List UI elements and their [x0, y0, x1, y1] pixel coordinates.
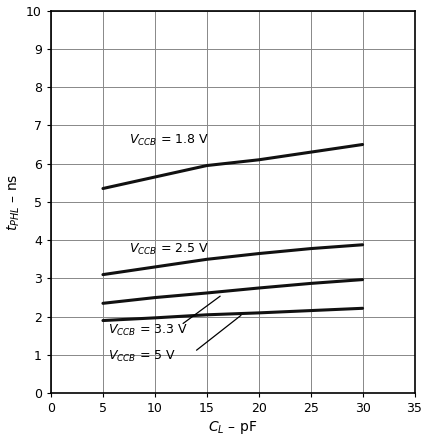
X-axis label: $C_L$ – pF: $C_L$ – pF [208, 419, 257, 436]
Text: $V_{CCB}$ = 5 V: $V_{CCB}$ = 5 V [108, 349, 176, 365]
Text: $V_{CCB}$ = 1.8 V: $V_{CCB}$ = 1.8 V [129, 133, 208, 148]
Text: $V_{CCB}$ = 3.3 V: $V_{CCB}$ = 3.3 V [108, 323, 188, 338]
Text: $V_{CCB}$ = 2.5 V: $V_{CCB}$ = 2.5 V [129, 242, 209, 257]
Y-axis label: $t_{PHL}$ – ns: $t_{PHL}$ – ns [6, 173, 22, 231]
